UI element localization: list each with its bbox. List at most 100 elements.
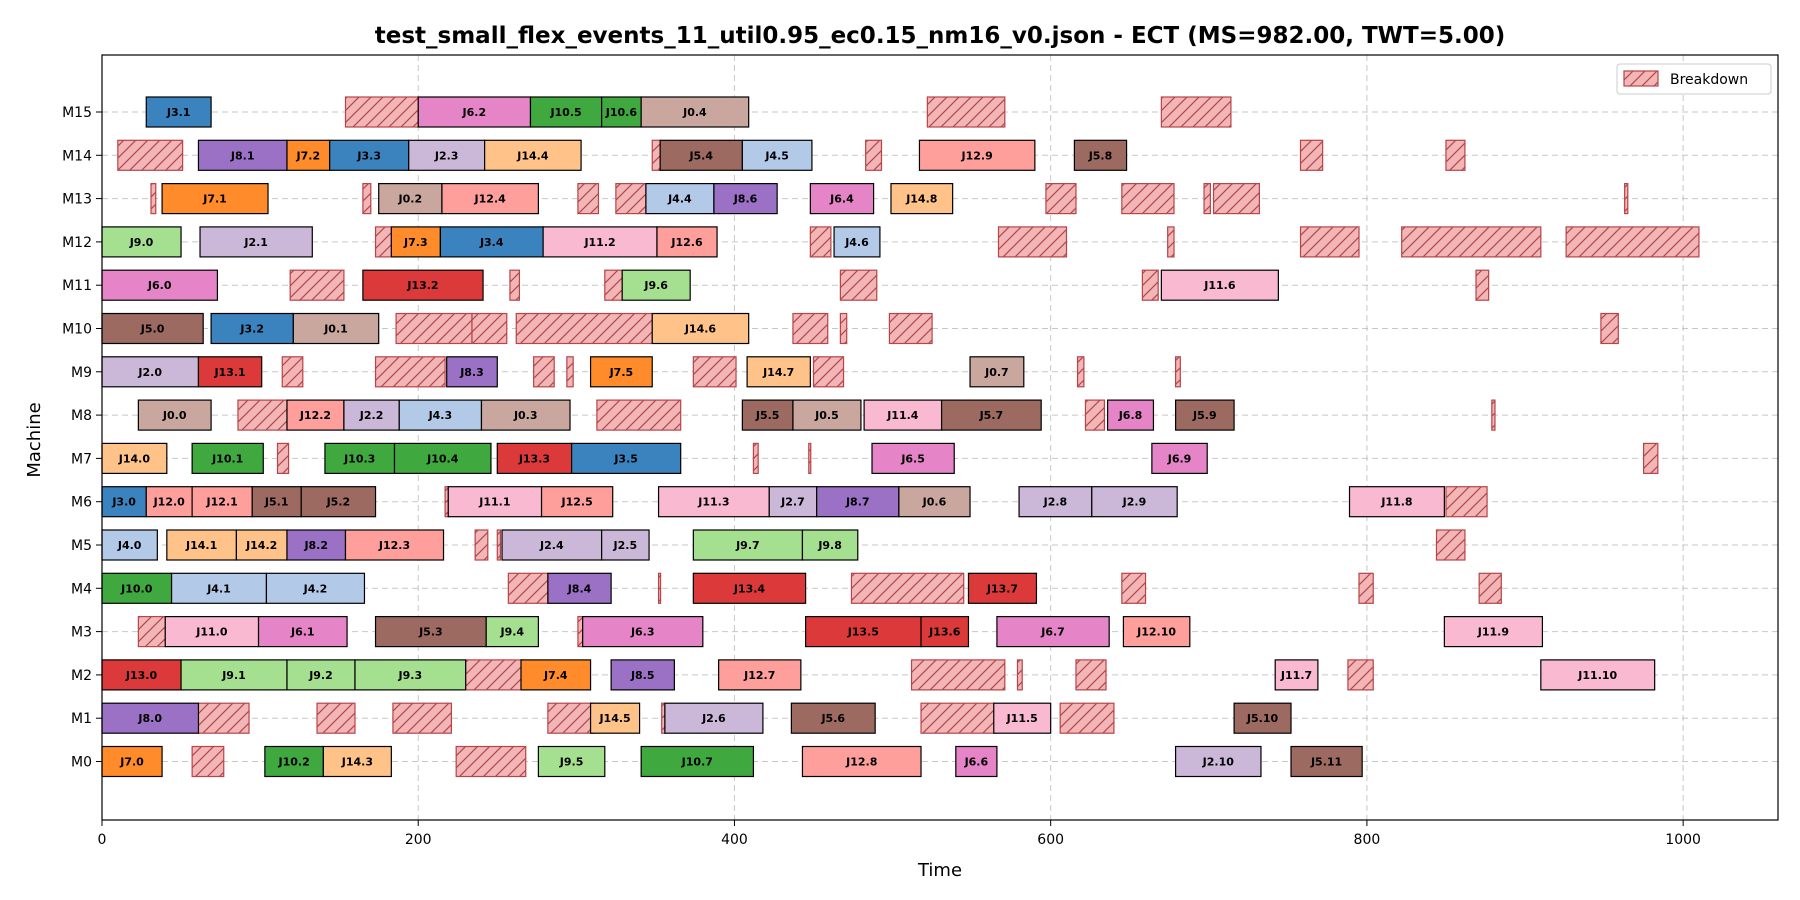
- breakdown-bar: [577, 183, 600, 215]
- breakdown-bar: [792, 312, 829, 345]
- operation-label: J13.0: [125, 669, 158, 682]
- breakdown-bar: [1478, 572, 1502, 604]
- breakdown-bar: [395, 312, 473, 345]
- operation-label: J5.11: [1310, 756, 1342, 769]
- operation-label: J6.2: [462, 106, 487, 119]
- operation-label: J12.9: [961, 149, 993, 162]
- operation-label: J12.10: [1136, 626, 1176, 639]
- operation-label: J12.1: [206, 496, 238, 509]
- breakdown-bar: [615, 183, 647, 215]
- operation-bar: [485, 615, 539, 648]
- operation-bar: [408, 139, 486, 171]
- operation-label: J9.4: [500, 626, 525, 639]
- y-tick-label: M9: [71, 365, 92, 381]
- operation-bar: [1174, 745, 1262, 778]
- operation-bar: [746, 356, 811, 388]
- x-axis-ticks: 0 200 400 600 800 1000: [98, 820, 1701, 848]
- breakdown-bar: [507, 572, 549, 604]
- operation-bar: [1122, 615, 1191, 648]
- x-tick-label: 400: [721, 832, 748, 848]
- operation-label: J12.8: [845, 756, 877, 769]
- breakdown-bar: [1299, 139, 1324, 171]
- operation-bar: [993, 702, 1052, 734]
- operation-label: J5.9: [1192, 409, 1217, 422]
- breakdown-bar: [926, 96, 1006, 128]
- operation-bar: [235, 529, 288, 561]
- breakdown-bar: [1045, 183, 1077, 215]
- breakdown-bar: [1059, 702, 1115, 734]
- operation-label: J8.6: [733, 193, 758, 206]
- breakdown-bar: [1401, 226, 1542, 258]
- operation-bar: [540, 486, 614, 518]
- operation-bar: [542, 226, 658, 258]
- operation-label: J6.4: [829, 193, 854, 206]
- breakdown-bar: [289, 269, 345, 301]
- operation-bar: [170, 572, 268, 604]
- operation-label: J3.1: [166, 106, 191, 119]
- operation-bar: [197, 356, 263, 388]
- operation-label: J3.5: [613, 452, 638, 465]
- breakdown-bar: [1565, 226, 1700, 258]
- operation-label: J14.0: [118, 452, 151, 465]
- operation-bar: [601, 529, 650, 561]
- operation-bar: [967, 572, 1038, 604]
- operation-bar: [801, 745, 922, 778]
- legend: Breakdown: [1616, 63, 1772, 95]
- operation-bar: [101, 745, 163, 778]
- x-tick-label: 200: [405, 832, 432, 848]
- operation-label: J4.6: [844, 236, 869, 249]
- operation-bar: [1233, 702, 1292, 734]
- breakdown-bar: [839, 312, 848, 345]
- breakdown-bar: [596, 399, 682, 431]
- operation-label: J0.5: [814, 409, 839, 422]
- operation-label: J7.0: [119, 756, 144, 769]
- operation-label: J7.4: [543, 669, 568, 682]
- operation-label: J9.1: [221, 669, 246, 682]
- operation-label: J11.0: [195, 626, 228, 639]
- operation-bar: [890, 183, 954, 215]
- operation-label: J5.0: [140, 323, 165, 336]
- operation-label: J12.5: [561, 496, 593, 509]
- operation-bar: [480, 399, 571, 431]
- breakdown-bar: [237, 399, 288, 431]
- operation-bar: [801, 529, 859, 561]
- operation-label: J8.7: [845, 496, 870, 509]
- operation-label: J8.2: [303, 539, 328, 552]
- operation-label: J8.0: [137, 712, 162, 725]
- operation-label: J13.6: [928, 626, 961, 639]
- breakdown-bar: [651, 139, 661, 171]
- operation-label: J12.2: [299, 409, 331, 422]
- breakdown-bar: [1600, 312, 1619, 345]
- operation-label: J14.4: [516, 149, 549, 162]
- operation-label: J10.2: [277, 756, 309, 769]
- operation-label: J6.9: [1167, 452, 1192, 465]
- operation-bar: [589, 356, 653, 388]
- operation-bar: [713, 183, 778, 215]
- operation-label: J0.3: [513, 409, 538, 422]
- operation-bar: [264, 745, 324, 778]
- operation-bar: [833, 226, 881, 258]
- breakdown-bar: [281, 356, 304, 388]
- operation-label: J2.2: [359, 409, 384, 422]
- breakdown-bar: [191, 745, 225, 778]
- operation-label: J11.6: [1203, 279, 1236, 292]
- operation-label: J9.5: [559, 756, 584, 769]
- breakdown-bar: [276, 442, 290, 474]
- operation-label: J10.4: [426, 452, 459, 465]
- breakdown-bar: [509, 269, 521, 301]
- operation-bar: [344, 529, 445, 561]
- operation-label: J0.1: [323, 323, 348, 336]
- operation-label: J11.3: [697, 496, 729, 509]
- y-tick-label: M2: [71, 668, 92, 684]
- operation-bar: [180, 659, 288, 691]
- operation-bar: [161, 183, 269, 215]
- operation-label: J9.8: [817, 539, 842, 552]
- breakdown-bar: [910, 659, 1006, 691]
- operation-bar: [145, 96, 212, 128]
- operation-bar: [101, 226, 182, 258]
- operation-label: J13.1: [213, 366, 245, 379]
- operation-label: J0.4: [682, 106, 707, 119]
- operation-bar: [790, 702, 876, 734]
- operation-label: J12.3: [378, 539, 410, 552]
- operation-bar: [441, 183, 539, 215]
